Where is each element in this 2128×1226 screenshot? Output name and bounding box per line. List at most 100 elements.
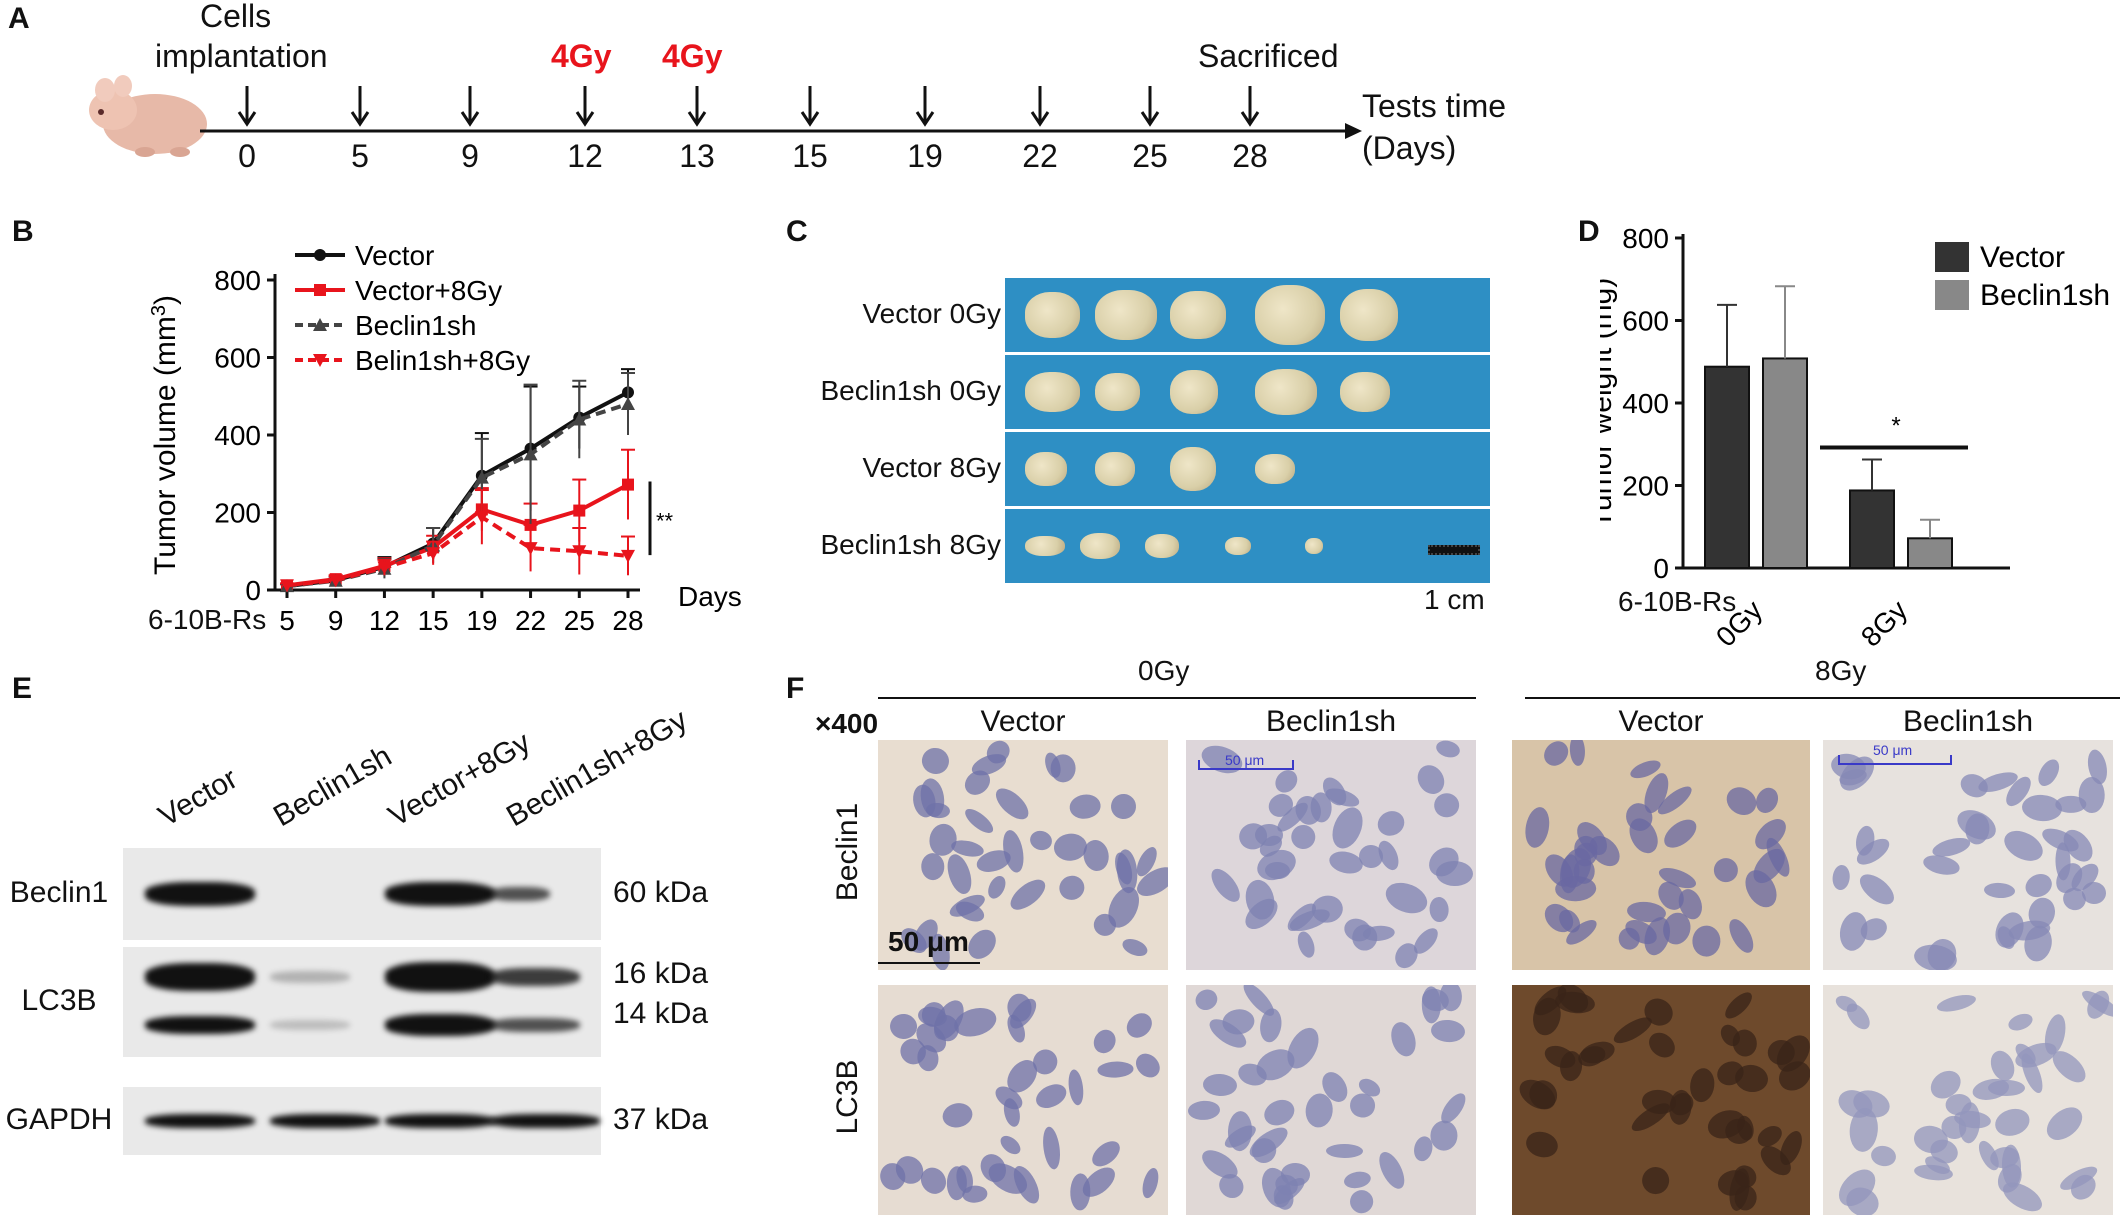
- cell-nucleus: [1206, 864, 1246, 908]
- cell-nucleus: [1326, 802, 1369, 853]
- y-tick-label-d: 800: [1622, 225, 1669, 254]
- scale-bar: [878, 962, 980, 964]
- label-sacrificed: Sacrificed: [1198, 38, 1339, 74]
- tumor-sample: [1225, 537, 1251, 555]
- x-axis-label-b: Days: [678, 581, 742, 612]
- timeline-day-label: 28: [1232, 138, 1268, 174]
- cell-nucleus: [1387, 1019, 1420, 1060]
- tumor-sample: [1305, 538, 1323, 554]
- series-line-b: [286, 402, 629, 589]
- cell-nucleus: [1068, 792, 1102, 821]
- x-tick-label-b: 22: [515, 605, 546, 636]
- label-cells: Cells: [200, 0, 272, 34]
- tumor-sample: [1255, 454, 1295, 484]
- blot-row-label: GAPDH: [5, 1103, 113, 1136]
- data-point-b: [328, 574, 343, 588]
- legend-label-b: Belin1sh+8Gy: [355, 345, 530, 376]
- ihc-image: [1823, 985, 2113, 1215]
- scale-bar-c: [1428, 545, 1480, 555]
- cell-nucleus: [1636, 1162, 1675, 1200]
- tumor-sample: [1170, 447, 1216, 491]
- tumor-sample: [1145, 534, 1179, 558]
- molecular-weight-label: 60 kDa: [613, 876, 709, 909]
- column-label: Vector: [1618, 705, 1704, 738]
- cell-nucleus: [1096, 1060, 1134, 1079]
- column-label: Vector: [980, 705, 1066, 738]
- tumor-sample: [1080, 533, 1120, 559]
- cell-nucleus: [2006, 1011, 2035, 1034]
- cell-nucleus: [1081, 838, 1112, 873]
- timeline-arrow-icon: [460, 86, 480, 127]
- timeline-arrow-icon: [1240, 86, 1260, 127]
- data-point-b: [621, 397, 635, 410]
- row-label: Beclin1: [831, 802, 864, 902]
- tumor-sample: [1340, 289, 1398, 341]
- data-point-b: [572, 545, 587, 559]
- protein-band: [490, 1018, 580, 1032]
- cell-nucleus: [1430, 1018, 1466, 1044]
- legend-marker-b: [313, 318, 327, 331]
- data-point-b: [426, 547, 441, 561]
- cell-nucleus: [1191, 985, 1221, 1014]
- protein-band: [145, 1016, 255, 1034]
- x-tick-label-b: 28: [612, 605, 643, 636]
- group-rule: [878, 697, 1476, 699]
- panel-label-b: B: [12, 215, 34, 248]
- data-point-b: [474, 511, 489, 525]
- group-label: 0Gy: [1138, 655, 1190, 686]
- cell-nucleus: [1434, 740, 1462, 761]
- tumor-sample: [1170, 291, 1226, 339]
- panel-label-c: C: [786, 215, 808, 248]
- timeline-arrow-icon: [575, 86, 595, 127]
- protein-band: [490, 1114, 600, 1128]
- protein-band: [490, 887, 550, 901]
- label-irradiation-1: 4Gy: [551, 38, 612, 74]
- ihc-image: [1512, 740, 1810, 970]
- cell-nucleus: [919, 744, 952, 777]
- data-point-b: [474, 470, 489, 484]
- cell-nucleus: [2022, 870, 2057, 902]
- cell-nucleus: [985, 873, 1010, 902]
- cell-nucleus: [1712, 856, 1739, 883]
- photo-row: [1005, 432, 1490, 506]
- cell-nucleus: [1429, 896, 1450, 922]
- label-days: (Days): [1362, 130, 1457, 166]
- x-tick-label-d: 8Gy: [1855, 594, 1913, 652]
- protein-band: [270, 1114, 380, 1128]
- y-tick-label-b: 0: [245, 575, 261, 606]
- significance-label-b: **: [656, 508, 674, 533]
- timeline-day-label: 0: [238, 138, 256, 174]
- row-label: LC3B: [831, 1059, 864, 1135]
- cell-nucleus: [1643, 1027, 1680, 1063]
- mouse-illustration: [89, 75, 207, 157]
- cell-nucleus: [1131, 1048, 1165, 1082]
- cell-nucleus: [1005, 874, 1051, 916]
- cell-nucleus: [1110, 793, 1137, 821]
- cell-nucleus: [1999, 825, 2049, 868]
- y-tick-label-d: 200: [1622, 471, 1669, 502]
- cell-nucleus: [1270, 765, 1303, 798]
- tumor-sample: [1025, 372, 1080, 412]
- y-axis-label-b: Tumor volume (mm3): [148, 295, 182, 575]
- cell-nucleus: [1854, 869, 1899, 911]
- cell-nucleus: [1432, 791, 1461, 819]
- data-point-b: [621, 549, 635, 563]
- timeline-day-label: 25: [1132, 138, 1168, 174]
- bar-d: [1907, 537, 1953, 569]
- cell-nucleus: [1569, 740, 1587, 767]
- x-tick-label-b: 9: [328, 605, 344, 636]
- cell-nucleus: [1114, 848, 1139, 894]
- x-tick-label-b: 15: [418, 605, 449, 636]
- lane-label: Beclin1sh+8Gy: [501, 703, 693, 834]
- photo-row-label: Vector 8Gy: [862, 452, 1001, 483]
- timeline-day-label: 19: [907, 138, 943, 174]
- protein-band: [145, 1114, 255, 1128]
- y-tick-label-b: 400: [214, 420, 261, 451]
- protein-band: [385, 962, 495, 992]
- cell-nucleus: [1345, 1185, 1378, 1215]
- legend-label-d: Beclin1sh: [1980, 279, 2110, 312]
- protein-band: [385, 1114, 495, 1128]
- x-tick-label-b: 5: [279, 605, 295, 636]
- cell-nucleus: [1374, 807, 1409, 841]
- cell-nucleus: [1998, 1176, 2047, 1215]
